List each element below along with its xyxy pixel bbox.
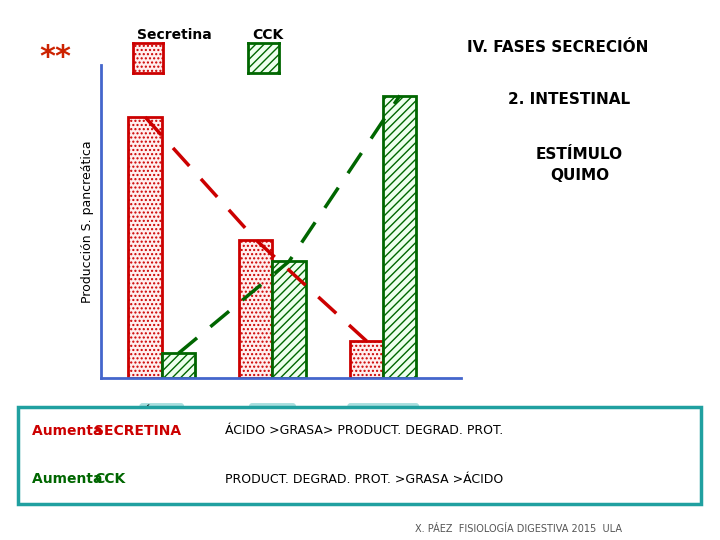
Text: PRODUCT. DEGRAD. PROT. >GRASA >ÁCIDO: PRODUCT. DEGRAD. PROT. >GRASA >ÁCIDO <box>225 472 503 485</box>
Bar <box>350 341 383 378</box>
Text: Aumenta: Aumenta <box>32 424 107 438</box>
Text: **: ** <box>40 43 71 72</box>
Text: CCK: CCK <box>94 472 125 486</box>
Text: 2. INTESTINAL: 2. INTESTINAL <box>508 92 630 107</box>
Text: IV. FASES SECRECIÓN: IV. FASES SECRECIÓN <box>467 40 649 55</box>
Text: Secretina: Secretina <box>137 28 212 42</box>
Text: SECRETINA: SECRETINA <box>94 424 181 438</box>
Text: CCK: CCK <box>252 28 283 42</box>
Text: Ácido: Ácido <box>143 406 181 419</box>
Text: X. PÁEZ  FISIOLOGÍA DIGESTIVA 2015  ULA: X. PÁEZ FISIOLOGÍA DIGESTIVA 2015 ULA <box>415 523 622 534</box>
Text: Grasa: Grasa <box>252 406 293 419</box>
Text: ESTÍMULO
QUIMO: ESTÍMULO QUIMO <box>536 147 624 183</box>
Y-axis label: Producción S. pancreática: Producción S. pancreática <box>81 140 94 303</box>
Text: Aumenta: Aumenta <box>32 472 107 486</box>
Bar <box>128 117 162 378</box>
Bar <box>383 96 416 378</box>
Bar <box>162 354 195 378</box>
FancyBboxPatch shape <box>18 407 701 504</box>
Bar <box>239 240 272 378</box>
Text: ÁCIDO >GRASA> PRODUCT. DEGRAD. PROT.: ÁCIDO >GRASA> PRODUCT. DEGRAD. PROT. <box>225 424 503 437</box>
Text: Peptonas: Peptonas <box>351 406 416 419</box>
Bar <box>272 261 306 378</box>
Text: QUIMO: QUIMO <box>420 437 501 457</box>
